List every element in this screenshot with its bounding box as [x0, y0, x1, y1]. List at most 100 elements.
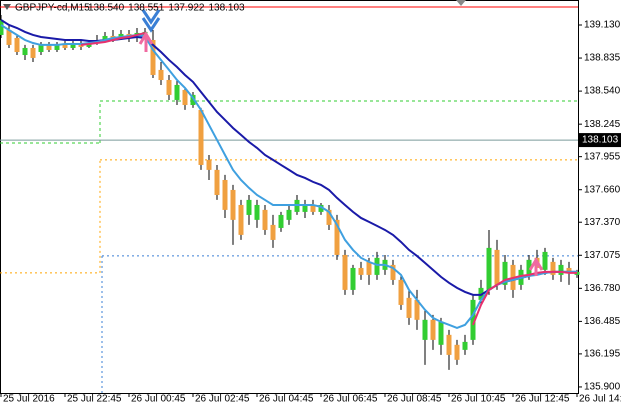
- candle-body: [78, 44, 84, 47]
- x-tick-label: 26 Jul 06:45: [323, 394, 378, 405]
- candle-body: [14, 37, 20, 52]
- buy-arrow: [138, 31, 154, 52]
- candle-body: [30, 47, 36, 58]
- candle-body: [390, 264, 396, 280]
- candle-body: [310, 204, 316, 212]
- candle-body: [430, 319, 436, 340]
- candle-body: [374, 257, 380, 275]
- candle-body: [350, 267, 356, 290]
- x-tick-label: 26 Jul 04:45: [259, 394, 314, 405]
- x-tick-label: 25 Jul 22:45: [67, 394, 122, 405]
- x-tick-label: 26 Jul 00:45: [131, 394, 186, 405]
- candle-body: [502, 261, 508, 285]
- candle-body: [550, 261, 556, 275]
- candle-body: [558, 264, 564, 275]
- candle-body: [158, 69, 164, 81]
- indicator-line: [0, 24, 577, 329]
- x-tick-label: 26 Jul 12:45: [515, 394, 570, 405]
- candle-body: [470, 299, 476, 340]
- candle-body: [6, 30, 12, 45]
- y-tick-label: 139.130: [584, 20, 621, 31]
- symbol-title: GBPJPY-cd,M15: [15, 3, 90, 14]
- y-tick-label: 135.900: [584, 382, 621, 393]
- candle-body: [422, 319, 428, 340]
- candle-body: [206, 159, 212, 170]
- y-tick-label: 137.955: [584, 151, 621, 162]
- candle-body: [46, 44, 52, 50]
- candle-body: [526, 259, 532, 275]
- candle-body: [62, 44, 68, 48]
- candle-body: [230, 189, 236, 220]
- candle-body: [302, 204, 308, 212]
- candle-body: [278, 214, 284, 228]
- candle-body: [462, 341, 468, 350]
- candle-body: [398, 279, 404, 305]
- last-price-label: 138.103: [582, 135, 619, 146]
- candle-body: [70, 44, 76, 48]
- header-value: 137.922: [168, 3, 205, 14]
- candle-body: [542, 251, 548, 270]
- symbol-icon: [3, 4, 11, 10]
- y-tick-label: 137.075: [584, 250, 621, 261]
- candle-body: [262, 209, 268, 230]
- candle-body: [150, 40, 156, 75]
- header-value: 138.551: [128, 3, 165, 14]
- candle-body: [326, 209, 332, 225]
- y-tick-label: 138.835: [584, 53, 621, 64]
- candle-body: [438, 321, 444, 345]
- candle-body: [38, 44, 44, 52]
- candle-body: [198, 109, 204, 165]
- y-tick-label: 137.660: [584, 184, 621, 195]
- y-tick-label: 136.780: [584, 283, 621, 294]
- candle-body: [118, 33, 124, 38]
- candle-body: [334, 219, 340, 255]
- candle-body: [414, 299, 420, 320]
- y-tick-label: 138.245: [584, 119, 621, 130]
- last-price-box: [578, 133, 621, 148]
- buy-arrow: [528, 257, 544, 276]
- header-value: 138.103: [208, 3, 245, 14]
- candle-body: [0, 19, 4, 35]
- candle-body: [238, 204, 244, 235]
- y-tick-label: 136.485: [584, 316, 621, 327]
- signal-arrows: [3, 0, 544, 276]
- candle-body: [174, 84, 180, 100]
- candle-body: [446, 334, 452, 355]
- y-tick-label: 136.195: [584, 349, 621, 360]
- candle-body: [366, 261, 372, 275]
- plot-frame: [0, 0, 579, 394]
- candle-body: [214, 169, 220, 195]
- candle-body: [166, 80, 172, 95]
- candle-body: [182, 89, 188, 106]
- candle-body: [102, 35, 108, 41]
- x-tick-label: 26 Jul 02:45: [195, 394, 250, 405]
- header-value: 138.540: [88, 3, 125, 14]
- y-tick-label: 138.540: [584, 86, 621, 97]
- x-tick-label: 25 Jul 2016: [3, 394, 55, 405]
- indicator-line: [80, 31, 577, 326]
- candle-body: [110, 35, 116, 38]
- candle-body: [190, 94, 196, 106]
- header-values: 138.540 138.551 137.922 138.103: [88, 3, 245, 14]
- candle-body: [486, 247, 492, 290]
- candle-body: [358, 267, 364, 275]
- candle-body: [22, 47, 28, 56]
- x-tick-label: 26 Jul 10:45: [451, 394, 506, 405]
- sell-arrow: [141, 9, 161, 33]
- candle-body: [342, 254, 348, 290]
- candle-body: [566, 267, 572, 272]
- candle-body: [270, 224, 276, 240]
- candle-body: [454, 344, 460, 360]
- plot-area: [0, 6, 580, 393]
- candle-body: [254, 204, 260, 220]
- candle-body: [54, 44, 60, 50]
- candle-body: [246, 199, 252, 215]
- x-tick-label: 26 Jul 08:45: [387, 394, 442, 405]
- candle-body: [494, 249, 500, 285]
- candle-body: [318, 204, 324, 212]
- candle-body: [222, 179, 228, 210]
- x-tick-label: 26 Jul 14:45: [579, 394, 621, 405]
- shift-marker: [456, 0, 466, 6]
